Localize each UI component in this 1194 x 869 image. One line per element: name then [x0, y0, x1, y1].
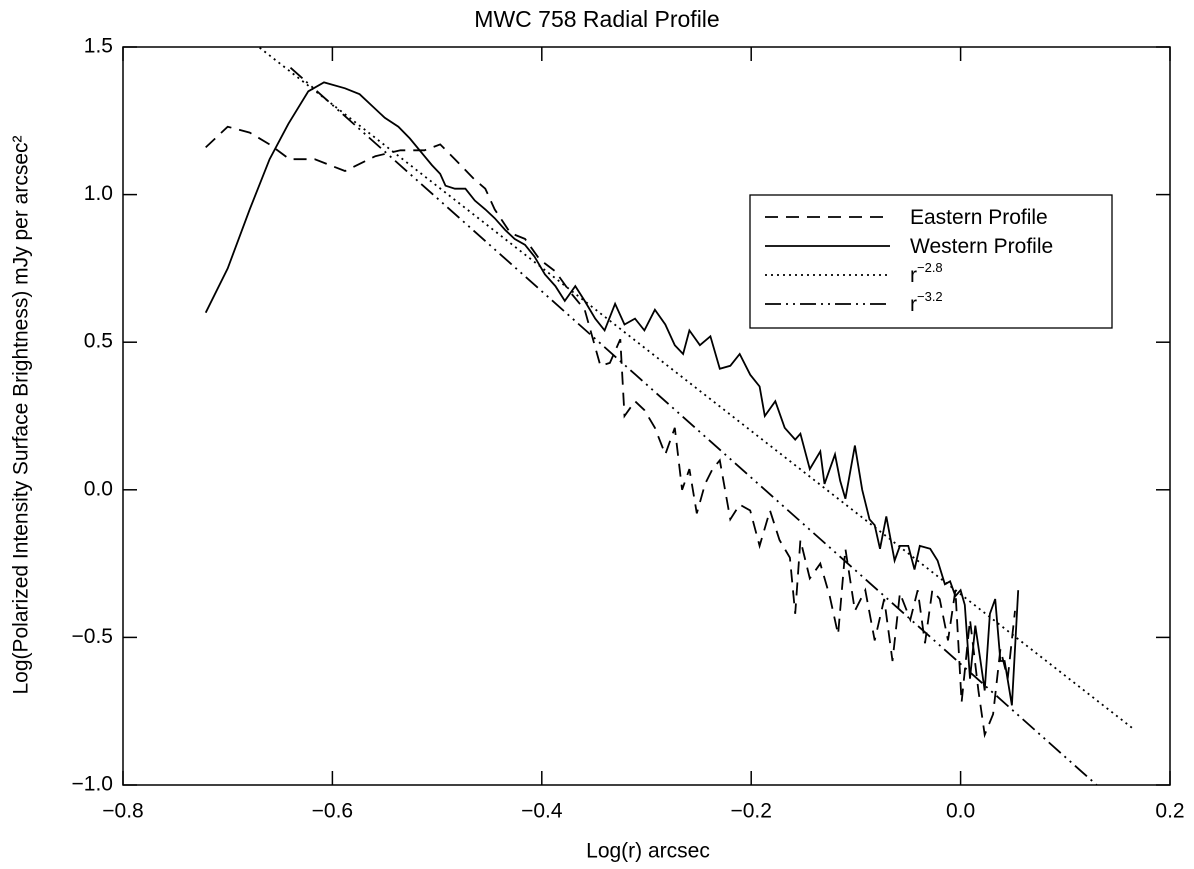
y-tick-label: 0.0 — [84, 477, 113, 500]
x-tick-label: −0.8 — [102, 800, 143, 823]
y-axis-label: Log(Polarized Intensity Surface Brightne… — [10, 135, 33, 694]
plot-frame — [122, 46, 1171, 786]
series-line — [205, 125, 1016, 739]
x-tick-label: −0.4 — [521, 800, 563, 823]
chart-title: MWC 758 Radial Profile — [474, 6, 719, 32]
legend-exponent: −2.8 — [917, 260, 943, 275]
y-tick-label: −0.5 — [72, 625, 113, 648]
series-line — [257, 47, 1134, 730]
x-tick-label: 0.0 — [946, 800, 975, 823]
legend-name: Western Profile — [910, 235, 1053, 258]
x-tick-label: 0.2 — [1155, 800, 1184, 823]
series-line — [204, 81, 1020, 706]
legend-exponent: −3.2 — [917, 289, 943, 304]
y-tick-label: −1.0 — [72, 773, 113, 796]
series-line — [289, 67, 1098, 785]
x-axis-label: Log(r) arcsec — [586, 840, 710, 863]
y-tick-label: 1.5 — [84, 35, 113, 58]
legend-name: r — [910, 264, 917, 287]
legend-label: r−2.8 — [910, 260, 943, 287]
legend-label: r−3.2 — [910, 289, 943, 316]
legend-label: Eastern Profile — [910, 206, 1048, 229]
legend-label: Western Profile — [910, 235, 1053, 258]
x-tick-label: −0.2 — [730, 800, 771, 823]
y-tick-label: 0.5 — [84, 330, 113, 353]
legend-name: r — [910, 293, 917, 316]
x-tick-label: −0.6 — [312, 800, 353, 823]
y-tick-label: 1.0 — [84, 182, 113, 205]
legend-name: Eastern Profile — [910, 206, 1048, 229]
